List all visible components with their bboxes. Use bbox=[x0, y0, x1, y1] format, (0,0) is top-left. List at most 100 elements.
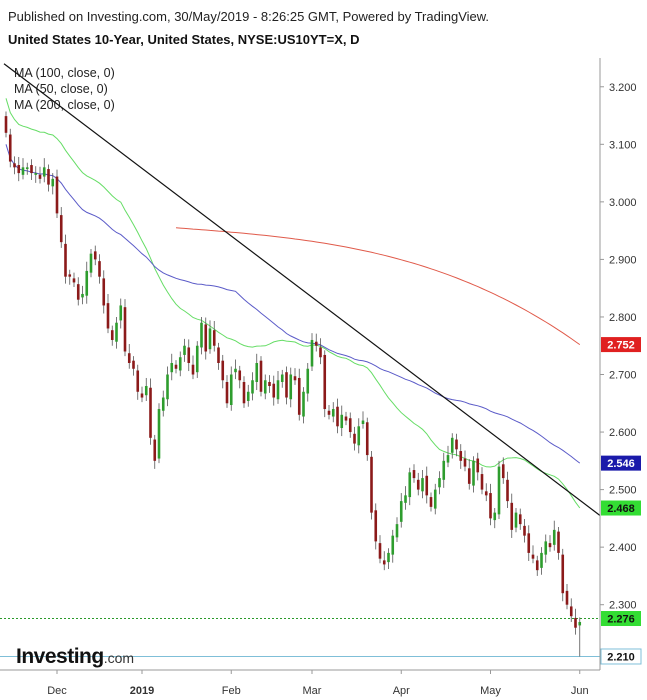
candle-body bbox=[89, 253, 93, 273]
candle-body bbox=[531, 554, 535, 559]
candle-body bbox=[191, 364, 195, 375]
candle-body bbox=[433, 489, 437, 509]
candle-body bbox=[467, 468, 471, 484]
candle-body bbox=[144, 386, 148, 396]
candle-body bbox=[548, 543, 552, 548]
candle-body bbox=[174, 364, 178, 369]
candle-body bbox=[64, 243, 67, 277]
investing-logo: Investing.com bbox=[16, 645, 135, 668]
candle-body bbox=[497, 466, 501, 515]
chart-title: United States 10-Year, United States, NY… bbox=[8, 32, 360, 47]
y-tick-label: 2.900 bbox=[609, 254, 637, 266]
candle-body bbox=[353, 433, 356, 444]
candle-body bbox=[212, 330, 216, 346]
candle-body bbox=[404, 495, 407, 503]
candle-body bbox=[472, 460, 475, 486]
candle-body bbox=[425, 475, 429, 496]
candle-body bbox=[178, 357, 182, 371]
candle-body bbox=[408, 472, 412, 498]
candle-body bbox=[314, 341, 318, 346]
candle-body bbox=[297, 377, 301, 415]
ma200-price-badge-text: 2.752 bbox=[607, 340, 635, 352]
candle-body bbox=[361, 420, 365, 424]
candle-body bbox=[153, 439, 157, 461]
ma50-line bbox=[5, 98, 581, 509]
x-tick-label: Dec bbox=[47, 685, 67, 697]
x-tick-label: Feb bbox=[222, 685, 241, 697]
candle-body bbox=[234, 368, 237, 373]
candle-body bbox=[30, 165, 33, 174]
candle-body bbox=[382, 560, 386, 565]
ma100-price-badge-text: 2.546 bbox=[607, 458, 635, 470]
legend-ma100: MA (100, close, 0) bbox=[14, 66, 115, 80]
candle-body bbox=[476, 458, 480, 473]
candle-body bbox=[387, 552, 390, 563]
candle-body bbox=[493, 512, 497, 521]
candle-body bbox=[395, 524, 399, 538]
candle-body bbox=[200, 322, 203, 348]
candle-body bbox=[506, 479, 509, 502]
candle-body bbox=[132, 360, 135, 369]
candle-body bbox=[399, 501, 403, 522]
support-price-badge bbox=[600, 648, 642, 665]
candle-body bbox=[246, 391, 250, 401]
candle-body bbox=[123, 307, 127, 352]
y-tick-label: 2.400 bbox=[609, 542, 637, 554]
ma50-price-badge bbox=[601, 500, 641, 516]
candle-body bbox=[463, 458, 467, 467]
candle-body bbox=[251, 380, 254, 394]
candle-body bbox=[557, 531, 560, 553]
candle-body bbox=[115, 322, 118, 342]
candle-body bbox=[204, 324, 208, 352]
candle-body bbox=[93, 251, 97, 260]
published-caption: Published on Investing.com, 30/May/2019 … bbox=[8, 9, 490, 24]
candle-body bbox=[357, 426, 361, 446]
candle-body bbox=[510, 502, 514, 530]
candle-body bbox=[336, 406, 339, 427]
candle-body bbox=[489, 493, 492, 519]
y-tick-label: 2.800 bbox=[609, 312, 637, 324]
candle-body bbox=[259, 360, 263, 392]
candle-body bbox=[293, 376, 297, 381]
candle-body bbox=[187, 347, 191, 363]
candle-body bbox=[17, 165, 21, 174]
candle-body bbox=[310, 339, 314, 367]
y-tick-label: 2.500 bbox=[609, 485, 637, 497]
candle-body bbox=[221, 360, 225, 381]
candle-body bbox=[552, 529, 556, 545]
candle-body bbox=[59, 215, 63, 243]
candle-body bbox=[446, 455, 450, 463]
x-tick-label: Jun bbox=[571, 685, 589, 697]
candle-body bbox=[268, 381, 271, 387]
candle-body bbox=[51, 178, 55, 187]
candle-body bbox=[149, 387, 152, 438]
candle-body bbox=[217, 347, 220, 363]
candle-body bbox=[578, 621, 582, 626]
y-tick-label: 2.600 bbox=[609, 427, 637, 439]
candle-body bbox=[276, 380, 280, 400]
x-tick-label: May bbox=[480, 685, 501, 697]
y-tick-label: 3.200 bbox=[609, 82, 637, 94]
candle-body bbox=[459, 451, 463, 461]
candle-body bbox=[450, 437, 454, 453]
candle-body bbox=[327, 410, 331, 415]
candle-body bbox=[238, 370, 242, 381]
candle-body bbox=[127, 353, 131, 363]
candle-body bbox=[285, 372, 288, 398]
candle-body bbox=[208, 328, 212, 350]
y-tick-label: 2.700 bbox=[609, 370, 637, 382]
candle-body bbox=[306, 368, 310, 394]
moving-averages-layer bbox=[5, 98, 581, 509]
candle-body bbox=[378, 543, 382, 559]
candle-body bbox=[344, 416, 348, 421]
candle-body bbox=[225, 381, 229, 404]
candle-body bbox=[535, 560, 539, 571]
candle-body bbox=[565, 590, 569, 605]
candle-body bbox=[98, 261, 101, 277]
candle-body bbox=[370, 456, 373, 513]
axes-layer: 3.200 3.100 3.000 2.900 2.800 2.700 2.600 2.500… bbox=[0, 58, 637, 697]
legend-ma50: MA (50, close, 0) bbox=[14, 82, 108, 96]
x-tick-label: Apr bbox=[393, 685, 410, 697]
candle-body bbox=[289, 374, 293, 400]
